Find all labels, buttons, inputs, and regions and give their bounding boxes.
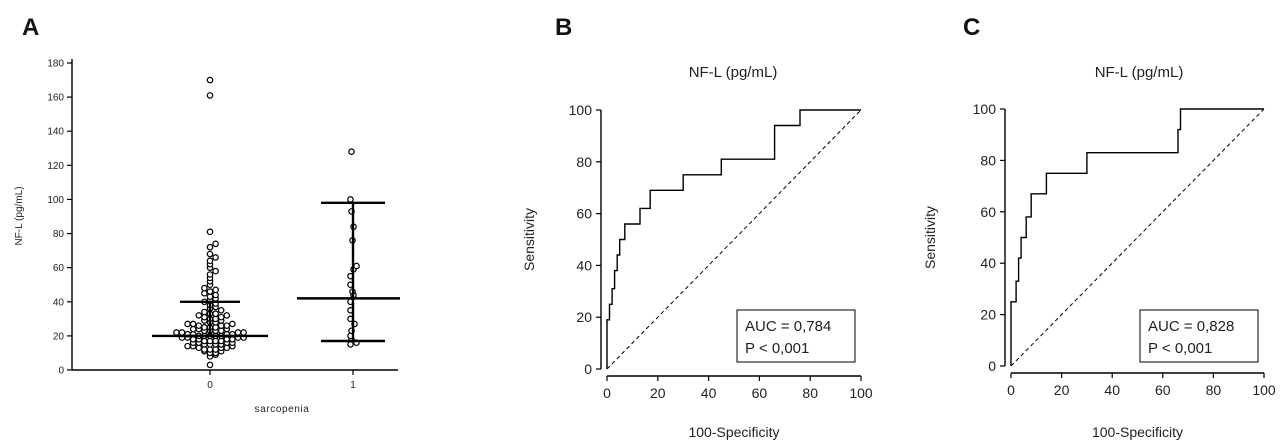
roc-chart-c: NF-L (pg/mL) 0 20 40 60 80 100 0 20 40 60 80 100 100-… xyxy=(922,64,1276,440)
x-tick-label: 60 xyxy=(752,385,768,401)
data-point xyxy=(206,257,214,265)
x-tick-label: 20 xyxy=(650,385,666,401)
y-axis-title: NF-L (pg/mL) xyxy=(14,186,25,245)
data-point xyxy=(347,196,354,203)
data-point xyxy=(184,320,191,328)
y-tick-label: 20 xyxy=(576,309,592,325)
x-tick-label: 1 xyxy=(350,380,356,391)
x-tick-label: 40 xyxy=(701,385,717,401)
y-axis-title: Sensitivity xyxy=(922,206,938,269)
y-tick-label: 40 xyxy=(53,297,65,308)
x-tick-label: 0 xyxy=(603,385,611,401)
panel-label-a: A xyxy=(22,14,40,41)
x-tick-label: 0 xyxy=(207,380,213,391)
data-point xyxy=(206,92,214,99)
auc-label: AUC = 0,784 xyxy=(745,318,831,335)
data-point xyxy=(223,322,231,329)
data-point xyxy=(201,284,208,292)
data-point xyxy=(206,76,214,84)
data-point xyxy=(353,262,360,270)
data-point xyxy=(201,324,208,331)
data-point xyxy=(217,307,225,314)
roc-curve xyxy=(606,109,861,369)
y-tick-label: 120 xyxy=(47,161,64,172)
data-point xyxy=(206,271,214,278)
y-tick-label: 60 xyxy=(576,206,592,222)
data-point xyxy=(206,243,214,251)
data-point xyxy=(195,322,203,329)
x-axis-title: 100-Specificity xyxy=(1092,424,1183,440)
data-point xyxy=(229,320,236,328)
data-point xyxy=(189,320,197,328)
x-tick-label: 80 xyxy=(802,385,818,401)
chart-title: NF-L (pg/mL) xyxy=(1095,64,1184,81)
panel-label-c: C xyxy=(963,14,981,41)
y-tick-label: 40 xyxy=(576,257,592,273)
x-tick-label: 40 xyxy=(1104,382,1120,398)
y-tick-label: 180 xyxy=(47,59,64,70)
data-point xyxy=(178,329,186,336)
y-tick-label: 80 xyxy=(980,152,996,168)
data-point xyxy=(206,228,214,236)
data-point xyxy=(173,329,180,336)
x-tick-label: 100 xyxy=(1252,382,1276,398)
y-tick-label: 0 xyxy=(988,358,996,374)
x-tick-label: 80 xyxy=(1206,382,1222,398)
chart-title: NF-L (pg/mL) xyxy=(689,64,778,81)
y-tick-label: 40 xyxy=(980,255,996,271)
y-tick-label: 160 xyxy=(47,93,64,104)
panel-label-b: B xyxy=(555,14,573,41)
stats-box xyxy=(1139,309,1259,363)
y-tick-label: 60 xyxy=(53,263,65,274)
y-tick-label: 100 xyxy=(47,195,64,206)
roc-curve xyxy=(1010,108,1264,366)
y-tick-label: 140 xyxy=(47,127,64,138)
y-tick-label: 100 xyxy=(569,102,593,118)
data-point xyxy=(223,312,231,319)
data-point xyxy=(206,288,214,295)
y-tick-label: 20 xyxy=(53,331,65,342)
roc-chart-b: NF-L (pg/mL) 0 20 40 60 80 100 0 20 40 60 80 100 100-… xyxy=(521,64,873,440)
x-tick-label: 0 xyxy=(1007,382,1015,398)
p-value-label: P < 0,001 xyxy=(1148,340,1212,357)
data-point xyxy=(212,254,219,261)
x-tick-label: 100 xyxy=(849,385,873,401)
data-point xyxy=(240,329,247,336)
y-tick-label: 0 xyxy=(58,366,64,377)
y-tick-label: 80 xyxy=(53,229,65,240)
x-axis-title: 100-Specificity xyxy=(688,424,779,440)
data-point xyxy=(347,341,354,348)
x-tick-label: 60 xyxy=(1155,382,1171,398)
y-tick-label: 20 xyxy=(980,307,996,323)
y-tick-label: 80 xyxy=(576,154,592,170)
data-point xyxy=(195,312,203,319)
stats-box xyxy=(736,309,856,363)
auc-label: AUC = 0,828 xyxy=(1148,318,1234,335)
data-point xyxy=(212,240,219,248)
reference-diagonal xyxy=(606,109,862,370)
y-tick-label: 60 xyxy=(980,204,996,220)
data-point xyxy=(201,308,208,316)
data-point xyxy=(206,361,214,369)
data-point xyxy=(234,329,242,336)
data-point xyxy=(212,286,219,294)
p-value-label: P < 0,001 xyxy=(745,340,809,357)
data-point xyxy=(348,148,355,155)
x-tick-label: 20 xyxy=(1054,382,1070,398)
x-axis-title: sarcopenia xyxy=(255,404,310,415)
y-axis-title: Sensitivity xyxy=(521,208,537,271)
data-point xyxy=(212,310,219,318)
data-point xyxy=(217,313,225,321)
data-point xyxy=(212,267,219,275)
y-tick-label: 100 xyxy=(973,101,997,117)
dot-plot-chart: 0 20 40 60 80 100 120 140 160 180 0 1 sarcopenia NF-L… xyxy=(14,59,400,415)
y-tick-label: 0 xyxy=(584,361,592,377)
data-point xyxy=(206,250,214,258)
data-point xyxy=(184,342,191,350)
